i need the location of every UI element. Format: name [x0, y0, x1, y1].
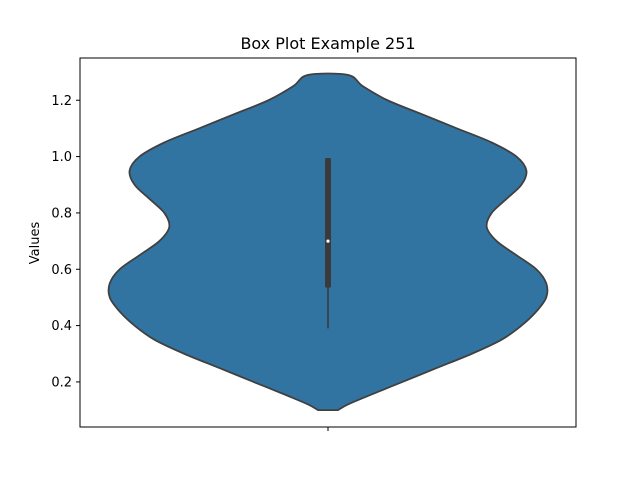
median-dot — [326, 239, 330, 243]
y-axis: 0.2 0.4 0.6 0.8 1.0 1.2 — [51, 94, 80, 390]
interquartile-box — [325, 157, 331, 288]
y-axis-label: Values — [28, 222, 43, 265]
plot-area — [107, 72, 549, 411]
y-tick-label: 1.0 — [51, 150, 72, 165]
y-tick-label: 0.4 — [51, 319, 72, 334]
y-tick-label: 1.2 — [51, 94, 72, 109]
y-tick-label: 0.8 — [51, 206, 72, 221]
y-tick-label: 0.2 — [51, 375, 72, 390]
y-tick-label: 0.6 — [51, 263, 72, 278]
chart-title: Box Plot Example 251 — [240, 34, 415, 53]
